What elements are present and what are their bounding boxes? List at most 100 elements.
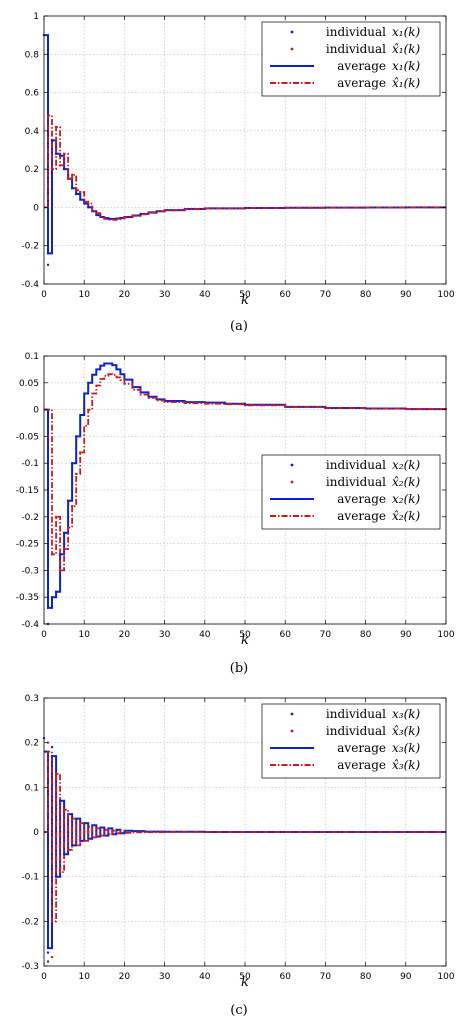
- legend: individual x₂(k) individual x̂₂(k) average x₂…: [261, 454, 441, 530]
- x-axis-label: k: [241, 633, 249, 648]
- x-tick-label: 20: [119, 290, 131, 300]
- series-point-3: [74, 472, 78, 476]
- legend-math-3: x̂₃(k): [392, 758, 421, 772]
- legend-marker-1: [290, 47, 294, 51]
- series-point-2: [62, 853, 66, 856]
- series-point-2: [50, 139, 54, 142]
- x-tick-label: 80: [360, 630, 372, 640]
- series-point-2: [62, 531, 66, 535]
- x-tick-label: 100: [437, 630, 454, 640]
- series-point-3: [66, 526, 70, 529]
- series-point-2: [70, 462, 74, 465]
- series-point-2: [46, 951, 50, 954]
- legend-math-0: x₃(k): [392, 707, 421, 721]
- x-tick-label: 0: [41, 972, 47, 982]
- y-tick-label: -0.3: [21, 566, 39, 576]
- x-tick-label: 10: [78, 290, 90, 300]
- x-tick-label: 50: [239, 972, 251, 982]
- series-point-3: [50, 167, 54, 171]
- y-tick-label: 0: [33, 203, 39, 213]
- legend-label-2: average: [337, 59, 386, 73]
- legend-marker-0: [290, 30, 294, 34]
- series-point-2: [74, 192, 78, 196]
- y-tick-label: 0.1: [25, 783, 39, 793]
- y-tick-label: -0.15: [16, 486, 39, 496]
- y-tick-label: -0.2: [21, 917, 39, 927]
- legend-math-2: x₁(k): [392, 59, 421, 73]
- series-point-2: [54, 590, 58, 594]
- series-point-2: [58, 799, 62, 802]
- x-tick-label: 90: [400, 630, 412, 640]
- legend-box: [261, 703, 441, 779]
- series-point-3: [58, 569, 62, 572]
- series-line-1: [44, 750, 446, 923]
- legend-math-3: x̂₁(k): [392, 76, 421, 90]
- y-tick-label: 0.1: [25, 352, 39, 362]
- subfigure-caption: (c): [230, 1003, 247, 1018]
- y-tick-label: -0.05: [16, 432, 39, 442]
- series-point-3: [70, 173, 74, 177]
- x-axis-label: k: [241, 975, 249, 990]
- series-point-3: [78, 451, 82, 454]
- subfigure-caption: (a): [230, 319, 248, 334]
- series-point-3: [66, 848, 70, 852]
- legend-label-2: average: [337, 741, 386, 755]
- legend-label-0: individual: [326, 458, 386, 472]
- series-point-2: [58, 154, 62, 157]
- series-point-2: [66, 499, 70, 502]
- x-tick-label: 50: [239, 290, 251, 300]
- y-tick-label: 1: [33, 12, 39, 22]
- series-point-3: [58, 871, 62, 874]
- y-tick-label: 0: [33, 828, 39, 838]
- series-line-1: [44, 114, 446, 221]
- y-tick-label: -0.35: [16, 593, 39, 603]
- x-tick-label: 30: [159, 630, 171, 640]
- y-tick-label: 0.05: [19, 379, 39, 389]
- series-point-3: [62, 547, 66, 551]
- series-point-3: [70, 504, 74, 508]
- y-tick-label: -0.1: [21, 459, 39, 469]
- series-point-2: [70, 187, 74, 190]
- series-point-3: [58, 164, 62, 167]
- legend-math-3: x̂₂(k): [392, 509, 421, 523]
- x-axis-label: k: [241, 293, 249, 308]
- legend-marker-0: [290, 463, 294, 467]
- y-tick-label: -0.2: [21, 513, 39, 523]
- series-point-2: [74, 435, 78, 438]
- series-point-3: [54, 125, 58, 129]
- chart-0: 0 10 20 30 40 50 60 70 80 90 100 -0.4 -0.2 0 0.2 0.4 0.6…: [21, 12, 454, 334]
- x-tick-label: 70: [320, 630, 332, 640]
- x-tick-label: 70: [320, 972, 332, 982]
- legend: individual x₁(k) individual x̂₁(k) average x₁…: [261, 21, 441, 97]
- y-tick-label: -0.4: [21, 620, 39, 630]
- y-tick-label: 0.4: [25, 127, 40, 137]
- x-tick-label: 0: [41, 290, 47, 300]
- series-point-3: [46, 435, 50, 438]
- series-point-2: [50, 754, 54, 758]
- y-tick-label: -0.2: [21, 242, 39, 252]
- legend-label-1: individual: [326, 475, 386, 489]
- y-tick-label: 0.8: [25, 50, 40, 60]
- series-point-3: [50, 920, 54, 923]
- x-tick-label: 40: [199, 630, 211, 640]
- legend-label-3: average: [337, 76, 386, 90]
- legend-marker-1: [290, 480, 294, 484]
- x-tick-label: 0: [41, 630, 47, 640]
- x-tick-label: 60: [279, 972, 291, 982]
- series-point-3: [54, 772, 58, 776]
- legend-math-1: x̂₁(k): [392, 42, 421, 56]
- series-point-3: [78, 190, 82, 194]
- series-point-3: [46, 114, 50, 117]
- x-tick-label: 20: [119, 630, 131, 640]
- x-tick-label: 80: [360, 972, 372, 982]
- series-point-3: [74, 189, 78, 192]
- chart-1: 0 10 20 30 40 50 60 70 80 90 100 -0.4 -0.35 -0.3 -0.25…: [16, 352, 455, 676]
- y-tick-label: -0.1: [21, 873, 39, 883]
- series-point-2: [50, 745, 54, 749]
- x-tick-label: 90: [400, 290, 412, 300]
- legend-math-2: x₃(k): [392, 741, 421, 755]
- x-tick-label: 60: [279, 290, 291, 300]
- y-tick-label: -0.25: [16, 540, 39, 550]
- legend-label-1: individual: [326, 724, 386, 738]
